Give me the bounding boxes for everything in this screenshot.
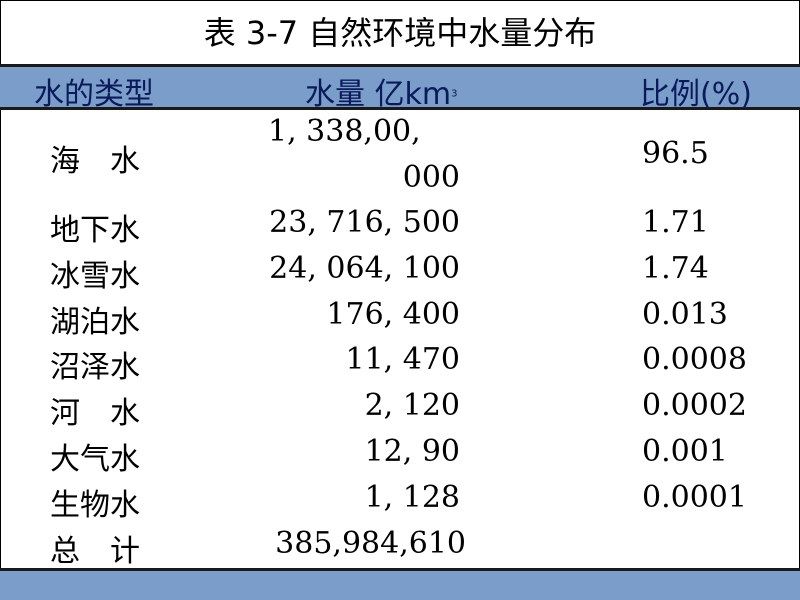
table-row: 地下水 23, 716, 500 1.71	[0, 205, 800, 251]
cell-type: 海水	[50, 144, 170, 179]
header-unit-text: 亿km	[374, 77, 452, 112]
header-type: 水的类型	[34, 77, 154, 112]
cell-type: 大气水	[50, 442, 140, 477]
cell-type: 河水	[50, 396, 170, 431]
cell-amount-line1: 1, 338,00,	[268, 114, 421, 149]
cell-ratio: 0.0001	[642, 480, 747, 515]
cell-type: 生物水	[50, 488, 140, 523]
table-row: 冰雪水 24, 064, 100 1.74	[0, 251, 800, 297]
table-row: 河水 2, 120 0.0002	[0, 388, 800, 434]
header-unit: 亿km3	[375, 77, 458, 112]
cell-ratio: 1.71	[642, 205, 709, 240]
cell-ratio: 0.0002	[642, 388, 747, 423]
cell-type: 沼泽水	[50, 350, 140, 385]
cell-ratio: 0.013	[642, 297, 728, 332]
header-amount: 水量 亿km3	[305, 69, 458, 113]
table-row: 总计 385,984,610	[0, 526, 800, 572]
header-unit-sup: 3	[451, 88, 458, 100]
cell-type: 地下水	[50, 213, 140, 248]
table-row: 大气水 12, 90 0.001	[0, 434, 800, 480]
table-header: 水的类型 水量 亿km3 比例(%)	[0, 64, 800, 113]
cell-amount: 176, 400	[326, 297, 460, 332]
cell-ratio: 0.0008	[642, 342, 747, 377]
cell-ratio: 96.5	[642, 136, 709, 171]
cell-type: 总计	[50, 534, 170, 569]
cell-amount-line2: 000	[402, 160, 460, 195]
cell-ratio: 1.74	[642, 251, 709, 286]
cell-amount: 385,984,610	[275, 526, 466, 561]
cell-amount: 12, 90	[364, 434, 460, 469]
header-ratio: 比例(%)	[640, 77, 752, 112]
cell-ratio: 0.001	[642, 434, 728, 469]
cell-amount: 1, 128	[364, 480, 460, 515]
cell-type: 湖泊水	[50, 305, 140, 340]
cell-amount: 11, 470	[345, 342, 460, 377]
table-title: 表 3-7 自然环境中水量分布	[203, 14, 597, 52]
cell-amount: 23, 716, 500	[269, 205, 460, 240]
header-amount-label: 水量	[305, 77, 365, 112]
cell-amount: 24, 064, 100	[269, 251, 460, 286]
table-row: 海水 96.5	[0, 136, 800, 182]
table-footer-bar	[0, 568, 800, 600]
table-row: 沼泽水 11, 470 0.0008	[0, 342, 800, 388]
cell-type: 冰雪水	[50, 259, 140, 294]
table-row: 湖泊水 176, 400 0.013	[0, 297, 800, 343]
table-row: 生物水 1, 128 0.0001	[0, 480, 800, 526]
cell-amount: 2, 120	[364, 388, 460, 423]
